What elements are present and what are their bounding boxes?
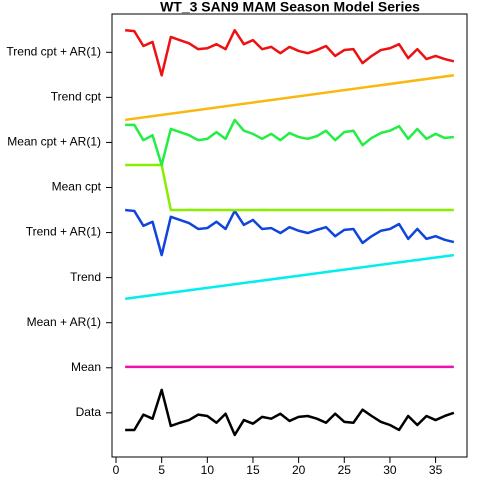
series-line [124, 253, 455, 301]
x-tick-label: 10 [201, 463, 215, 477]
y-tick-label: Mean [71, 360, 101, 374]
plot-frame [111, 13, 468, 458]
y-tick-label: Mean + AR(1) [27, 315, 101, 329]
x-tick-label: 5 [158, 463, 165, 477]
x-tick-label: 20 [292, 463, 306, 477]
y-tick-label: Mean cpt [52, 180, 102, 194]
series-line [125, 118, 454, 167]
x-tick-label: 35 [429, 463, 443, 477]
y-tick-label: Mean cpt + AR(1) [7, 135, 101, 149]
series-line [125, 163, 454, 212]
y-tick-label: Data [76, 405, 102, 419]
chart-title: WT_3 SAN9 MAM Season Model Series [160, 0, 420, 15]
x-tick-label: 0 [113, 463, 120, 477]
series-line [125, 388, 455, 437]
y-tick-label: Trend cpt + AR(1) [6, 44, 101, 58]
x-tick-label: 25 [338, 463, 352, 477]
x-tick-label: 30 [383, 463, 397, 477]
series-line [124, 74, 455, 122]
series-line [125, 28, 455, 77]
y-tick-label: Trend [70, 270, 101, 284]
y-tick-label: Trend + AR(1) [26, 225, 101, 239]
x-tick-label: 15 [246, 463, 260, 477]
y-tick-label: Trend cpt [51, 90, 102, 104]
series-line [125, 208, 455, 257]
